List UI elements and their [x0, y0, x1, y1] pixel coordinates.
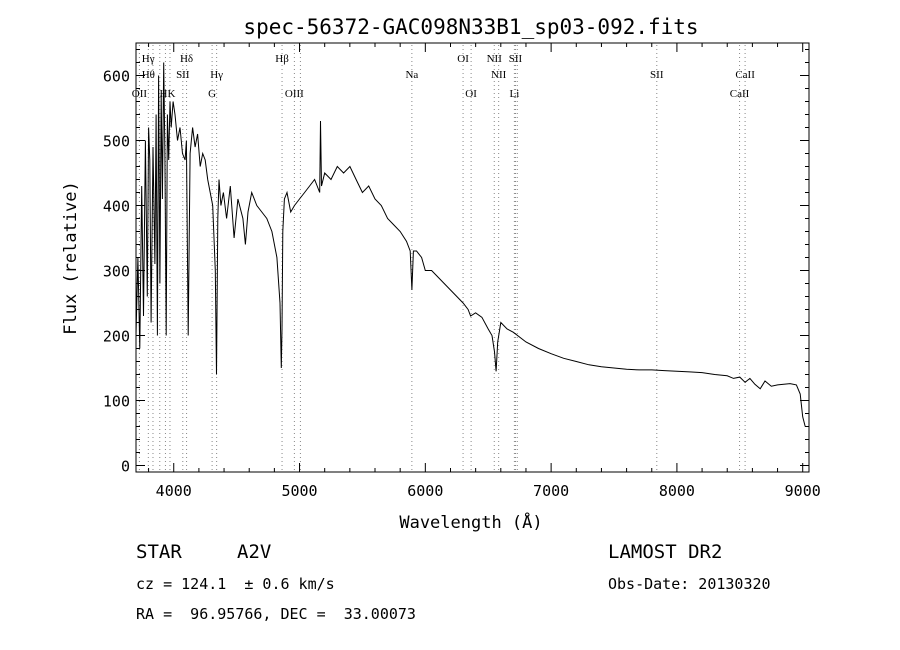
- line-label: Hδ: [180, 53, 193, 65]
- line-label: Na: [405, 69, 418, 81]
- survey-name: LAMOST DR2: [608, 541, 722, 563]
- line-label: Li: [509, 88, 519, 100]
- chart-title: spec-56372-GAC098N33B1_sp03-092.fits: [243, 15, 698, 39]
- x-tick-label: 8000: [659, 482, 695, 500]
- line-label: G: [208, 88, 216, 100]
- line-label: HK: [160, 88, 176, 100]
- y-tick-label: 500: [103, 133, 130, 151]
- line-markers: [138, 45, 746, 472]
- spectral-subclass: A2V: [237, 541, 271, 563]
- y-tick-label: 200: [103, 328, 130, 346]
- line-label: OII: [132, 88, 148, 100]
- line-label: Hβ: [275, 53, 289, 65]
- axis-ticks: 4000 5000 6000 7000 8000 9000 0 100 200 300 400 500…: [103, 43, 821, 500]
- line-label: OIII: [285, 88, 304, 100]
- y-tick-label: 600: [103, 68, 130, 86]
- line-label: NII: [487, 53, 503, 65]
- y-tick-label: 100: [103, 393, 130, 411]
- y-tick-label: 300: [103, 263, 130, 281]
- object-class: STAR: [136, 541, 182, 563]
- y-tick-label: 0: [121, 458, 130, 476]
- plot-frame: [135, 42, 810, 473]
- line-label: CaII: [730, 88, 750, 100]
- obs-date: Obs-Date: 20130320: [608, 575, 771, 593]
- coordinates: RA = 96.95766, DEC = 33.00073: [136, 605, 416, 623]
- redshift-value: cz = 124.1 ± 0.6 km/s: [136, 575, 335, 593]
- spectrum-line: [135, 62, 806, 427]
- line-label: SII: [176, 69, 190, 81]
- line-label: Hγ: [142, 53, 155, 65]
- line-label: Hγ: [210, 69, 223, 81]
- x-tick-label: 7000: [533, 482, 569, 500]
- line-label: OI: [465, 88, 477, 100]
- line-label: SII: [509, 53, 523, 65]
- x-axis-label: Wavelength (Å): [399, 511, 542, 533]
- x-tick-label: 5000: [281, 482, 317, 500]
- line-label: NII: [491, 69, 507, 81]
- y-tick-label: 400: [103, 198, 130, 216]
- line-label: Hθ: [142, 69, 155, 81]
- line-label: SII: [650, 69, 664, 81]
- x-tick-label: 9000: [785, 482, 821, 500]
- x-tick-label: 6000: [407, 482, 443, 500]
- y-axis-label: Flux (relative): [61, 181, 81, 335]
- line-label: CaII: [735, 69, 755, 81]
- line-label: OI: [457, 53, 469, 65]
- x-tick-label: 4000: [156, 482, 192, 500]
